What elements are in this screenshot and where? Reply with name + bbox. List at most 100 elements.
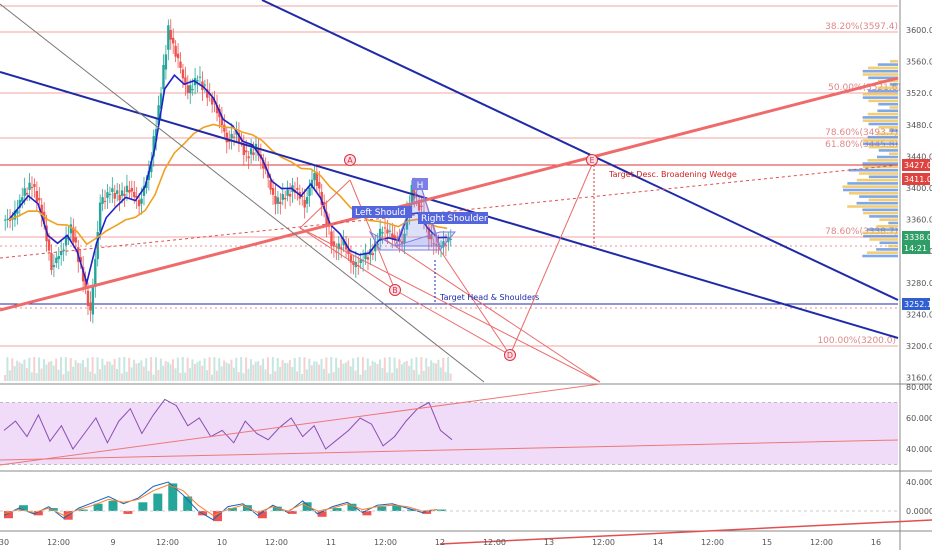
volume-bar [152,374,155,381]
candle-body [296,188,299,190]
volume-bar [35,373,38,381]
volume-bar [45,364,48,381]
candle-body [332,241,336,247]
volume-bar [330,357,333,381]
desc-trendline-lower [0,71,899,339]
volume-bar [108,361,111,381]
volume-profile-bar [856,201,898,205]
price-axis[interactable]: 3600.0 3560.0 3520.0 3480.0 3440.0 3400.0 3360… [902,26,932,516]
candle-body [442,241,445,248]
volume-bar [201,365,204,381]
volume-profile-bar [863,211,898,215]
volume-bar [42,359,45,381]
macd-histogram-bar [108,500,118,511]
volume-bar [228,363,230,381]
macd-histogram-bar [272,506,282,511]
macd-histogram-bar [138,502,148,511]
volume-bar [6,357,9,381]
volume-bar [64,357,67,381]
macd-histogram-bar [407,509,417,511]
macd-histogram-bar [362,511,372,516]
volume-profile-bar [879,241,898,245]
volume-bar [405,360,408,381]
candle-body [103,200,107,202]
macd-histogram-bar [153,493,163,511]
volume-profile-bar [862,254,898,258]
volume-bar [157,369,160,381]
asc-dotted [0,164,899,259]
volume-profile-bar [862,119,898,122]
candle-body [137,199,141,207]
volume-bar [439,367,442,381]
candle-body [118,194,121,201]
candle-body [342,238,345,246]
macd-histogram-bar [317,511,327,517]
volume-bar [159,358,162,381]
pattern-point-b [389,284,401,296]
volume-bar [254,361,257,381]
volume-bar [442,357,445,381]
pattern-point-label: D [507,351,513,360]
price-tick-label: 3440.0 [906,152,932,161]
volume-bar [150,357,153,381]
volume-bar [386,372,389,381]
candle-body [203,84,207,86]
candle-body [196,80,199,82]
macd-line [3,481,438,521]
fib-label: 100.00%(3200.0) [817,336,896,346]
volume-profile-bar [876,248,898,251]
price-flag [902,298,930,310]
volume-bar [120,373,123,381]
macd-histogram-bar [18,505,28,511]
volume-profile-bar [867,159,898,162]
price-flag-label: 3427.0 [904,161,932,170]
volume-bars [4,357,452,381]
time-axis[interactable]: 30 12:00 9 12:00 10 12:00 11 12:00 12 12:00 13 12:0… [0,538,881,547]
time-tick-label: 12:00 [701,538,724,547]
volume-bar [18,362,21,381]
volume-bar [376,364,379,381]
candle-body [247,156,250,159]
fib-levels: 38.20%(3597.4)50.00%(3521.6)78.60%(3493.… [0,5,901,347]
volume-profile-bar [862,162,898,165]
volume-bar [89,371,92,381]
volume-bar [154,357,157,381]
volume-profile-bar [877,132,898,136]
volume-bar [101,358,104,381]
candle-body [28,182,31,190]
candle-body [60,251,63,256]
volume-bar [245,357,248,381]
moving-averages [8,74,448,286]
volume-bar [257,361,260,381]
volume-bar [123,357,126,381]
macd-histogram-bar [168,483,178,511]
volume-profile-bar [889,152,898,155]
candle-body [364,252,367,260]
pattern-drawings[interactable]: A B D E H Left Should Right Shoulder Target Des… [299,154,737,383]
candle-body [86,290,90,307]
wedge-leg [349,179,396,291]
pattern-point-d [504,349,516,361]
macd-tick-label: 0.0000 [906,507,932,516]
volume-bar [408,365,411,381]
volume-bar [135,363,138,381]
price-tick-label: 3600.0 [906,26,932,35]
volume-bar [249,359,252,381]
candle-body [16,210,19,214]
volume-bar [116,369,118,381]
candle-body [386,229,389,234]
volume-bar [84,367,87,381]
volume-profile-bar [862,73,898,76]
macd-histogram-bar [392,505,402,511]
volume-profile-bar [889,129,898,132]
volume-profile-bar [867,228,898,231]
time-tick-label: 9 [110,538,115,547]
volume-profile-bar [890,60,898,63]
volume-bar [21,363,24,381]
volume-bar [247,368,250,381]
ema-slow-line [8,123,448,246]
candlesticks[interactable] [4,19,452,324]
volume-bar [354,370,357,381]
